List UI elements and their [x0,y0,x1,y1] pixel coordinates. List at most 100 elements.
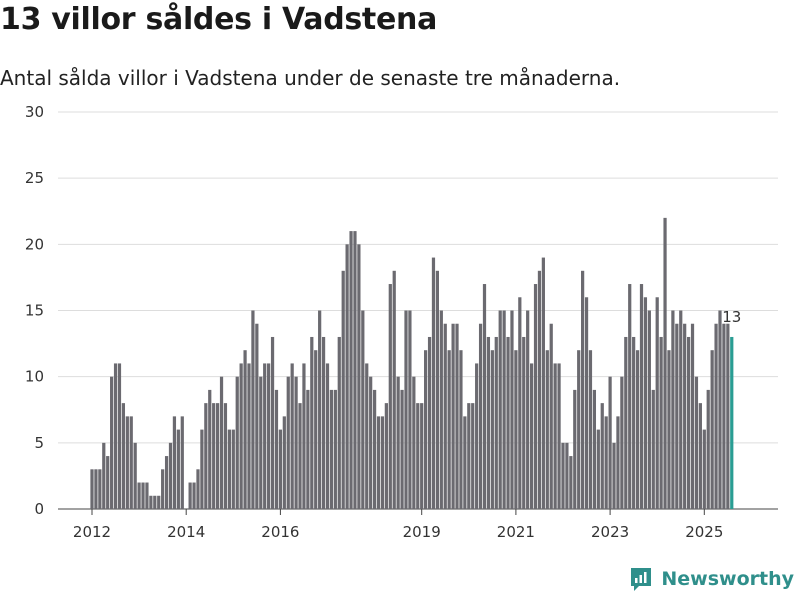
bar [486,336,491,509]
bar [722,323,726,509]
bar [639,284,644,509]
bar [161,469,165,509]
bar [341,270,345,509]
bar [110,376,114,509]
bar [310,336,314,509]
bar [94,469,98,509]
bar [533,284,538,509]
bar [361,310,365,509]
latest-value-label: 13 [722,308,741,326]
bar [502,310,506,509]
bar [518,297,522,509]
bar [718,310,722,509]
bar [333,389,337,509]
y-tick-label-5: 5 [34,434,44,452]
bar [274,389,279,509]
bar [247,363,251,509]
bar [522,336,526,509]
bar [494,336,498,509]
bar [302,363,306,509]
bar [624,336,628,509]
bar [671,310,675,509]
bar [475,363,479,509]
bar [694,376,699,509]
bar [447,350,451,509]
bar [482,284,487,509]
bar [204,403,208,509]
bar [372,389,377,509]
bar [455,323,459,509]
bar [106,456,110,509]
bar [321,336,326,509]
bar [581,270,585,509]
bar [557,363,561,509]
bar [219,376,224,509]
bar [125,416,129,509]
bar [463,416,467,509]
bar [176,429,180,509]
bar [290,363,294,509]
x-tick-label-2025: 2025 [685,523,723,541]
bar [404,310,408,509]
y-tick-label-10: 10 [25,368,44,386]
x-tick-label-2014: 2014 [167,523,205,541]
bar [129,416,133,509]
y-tick-label-30: 30 [25,103,44,121]
bar [412,376,416,509]
bar [102,442,106,509]
bar [113,363,118,509]
bar [584,297,589,509]
bar [600,403,604,509]
x-axis: 2012 2014 2016 2019 2021 2023 2025 [73,509,723,541]
bar [325,363,330,509]
bar [635,350,640,509]
chart-subtitle: Antal sålda villor i Vadstena under de s… [0,66,621,90]
bar [596,429,600,509]
bar [314,350,318,509]
bar [133,442,137,509]
bar [679,310,683,509]
bar [439,310,443,509]
bar [376,416,381,509]
bar [431,257,436,509]
bar [427,336,432,509]
annotations: 13 [722,308,741,326]
bar [349,231,353,509]
bar [651,389,655,509]
bar [286,376,290,509]
bar [588,350,593,509]
bar [510,310,514,509]
bar [443,323,447,509]
bar [537,270,542,509]
bar [192,482,196,509]
bar [278,429,283,509]
bar [251,310,255,509]
bar [549,323,553,509]
bar [235,376,239,509]
bar [553,363,557,509]
bar [569,456,573,509]
bar [157,495,161,509]
bar [577,350,581,509]
bar [357,244,361,509]
bar [294,376,298,509]
bar [498,310,502,509]
bar [188,482,192,509]
bar [467,403,471,509]
x-tick-label-2016: 2016 [261,523,299,541]
bar [180,416,184,509]
bar [208,389,212,509]
bar [172,416,177,509]
bar [659,336,663,509]
x-tick-label-2012: 2012 [73,523,111,541]
bar [663,217,667,509]
bar [392,270,396,509]
bar [690,323,695,509]
bar [365,363,369,509]
x-tick-label-2019: 2019 [403,523,441,541]
y-tick-label-15: 15 [25,302,44,320]
bar [435,270,440,509]
bar [231,429,235,509]
bar [683,323,687,509]
